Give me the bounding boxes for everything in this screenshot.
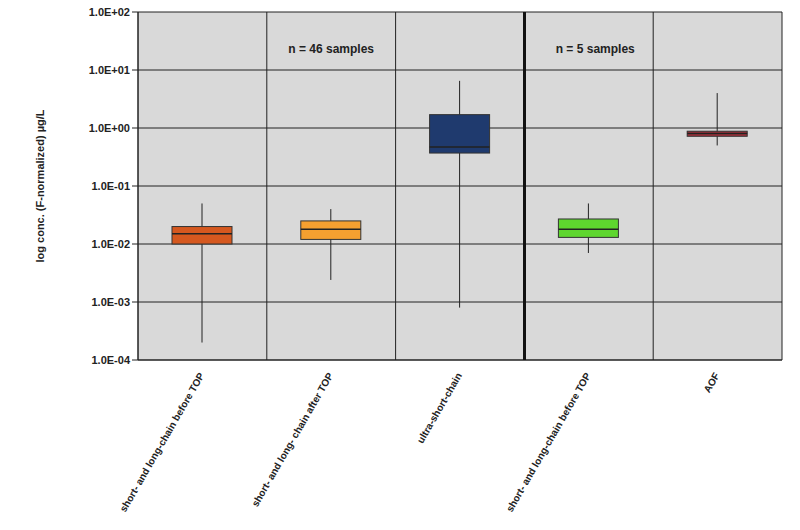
svg-text:short- and long-chain before T: short- and long-chain before TOP — [118, 371, 207, 514]
svg-text:ultra-short-chain: ultra-short-chain — [415, 371, 464, 445]
svg-text:short- and long-chain before T: short- and long-chain before TOP — [504, 371, 593, 514]
html-text:n = 46 samples: n = 46 samples — [288, 42, 374, 56]
svg-text:short- and long- chain after T: short- and long- chain after TOP — [249, 371, 335, 509]
html-text:n = 5 samples: n = 5 samples — [555, 42, 635, 56]
svg-text:1.0E+00: 1.0E+00 — [89, 122, 130, 134]
svg-text:1.0E-01: 1.0E-01 — [91, 180, 130, 192]
svg-text:1.0E+02: 1.0E+02 — [89, 8, 130, 18]
svg-text:1.0E+01: 1.0E+01 — [89, 64, 130, 76]
svg-text:1.0E-03: 1.0E-03 — [91, 296, 130, 308]
svg-text:AOF: AOF — [702, 371, 722, 395]
svg-text:1.0E-02: 1.0E-02 — [91, 238, 130, 250]
svg-text:log conc. (F-normalized) µg/L: log conc. (F-normalized) µg/L — [34, 109, 46, 262]
svg-text:1.0E-04: 1.0E-04 — [91, 354, 130, 366]
